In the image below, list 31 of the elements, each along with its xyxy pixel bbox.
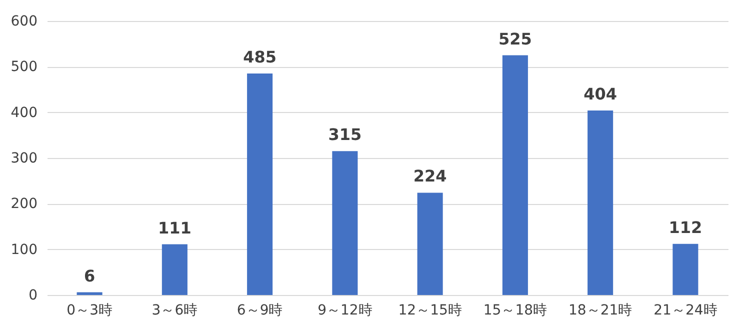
bar bbox=[247, 74, 273, 295]
bar bbox=[162, 244, 188, 295]
bar bbox=[502, 55, 528, 295]
data-label: 485 bbox=[243, 48, 277, 67]
data-label: 112 bbox=[668, 218, 702, 237]
bar bbox=[76, 292, 102, 295]
x-tick-label: 18～21時 bbox=[568, 302, 632, 318]
y-tick-label: 500 bbox=[10, 59, 38, 76]
data-label: 525 bbox=[498, 29, 532, 48]
x-tick-label: 9～12時 bbox=[318, 302, 372, 318]
x-tick-label: 0～3時 bbox=[66, 302, 112, 318]
data-label: 6 bbox=[84, 266, 96, 286]
y-tick-label: 200 bbox=[10, 196, 38, 212]
bar bbox=[672, 244, 698, 295]
x-tick-label: 15～18時 bbox=[483, 302, 548, 318]
x-tick-label: 12～15時 bbox=[398, 302, 462, 318]
data-label: 224 bbox=[413, 166, 447, 186]
x-tick-label: 6～9時 bbox=[236, 302, 283, 318]
x-tick-label: 3～6時 bbox=[152, 302, 198, 318]
bar bbox=[417, 192, 443, 295]
bar bbox=[588, 110, 614, 295]
bar bbox=[332, 151, 358, 295]
data-label: 111 bbox=[158, 218, 192, 238]
y-tick-label: 300 bbox=[10, 150, 38, 166]
y-tick-label: 600 bbox=[10, 14, 38, 30]
x-tick-label: 21～24時 bbox=[654, 302, 718, 318]
y-tick-label: 100 bbox=[10, 242, 38, 258]
y-tick-label: 400 bbox=[10, 104, 38, 121]
data-label: 315 bbox=[328, 125, 362, 144]
y-tick-label: 0 bbox=[28, 288, 38, 304]
data-label: 404 bbox=[584, 84, 618, 104]
